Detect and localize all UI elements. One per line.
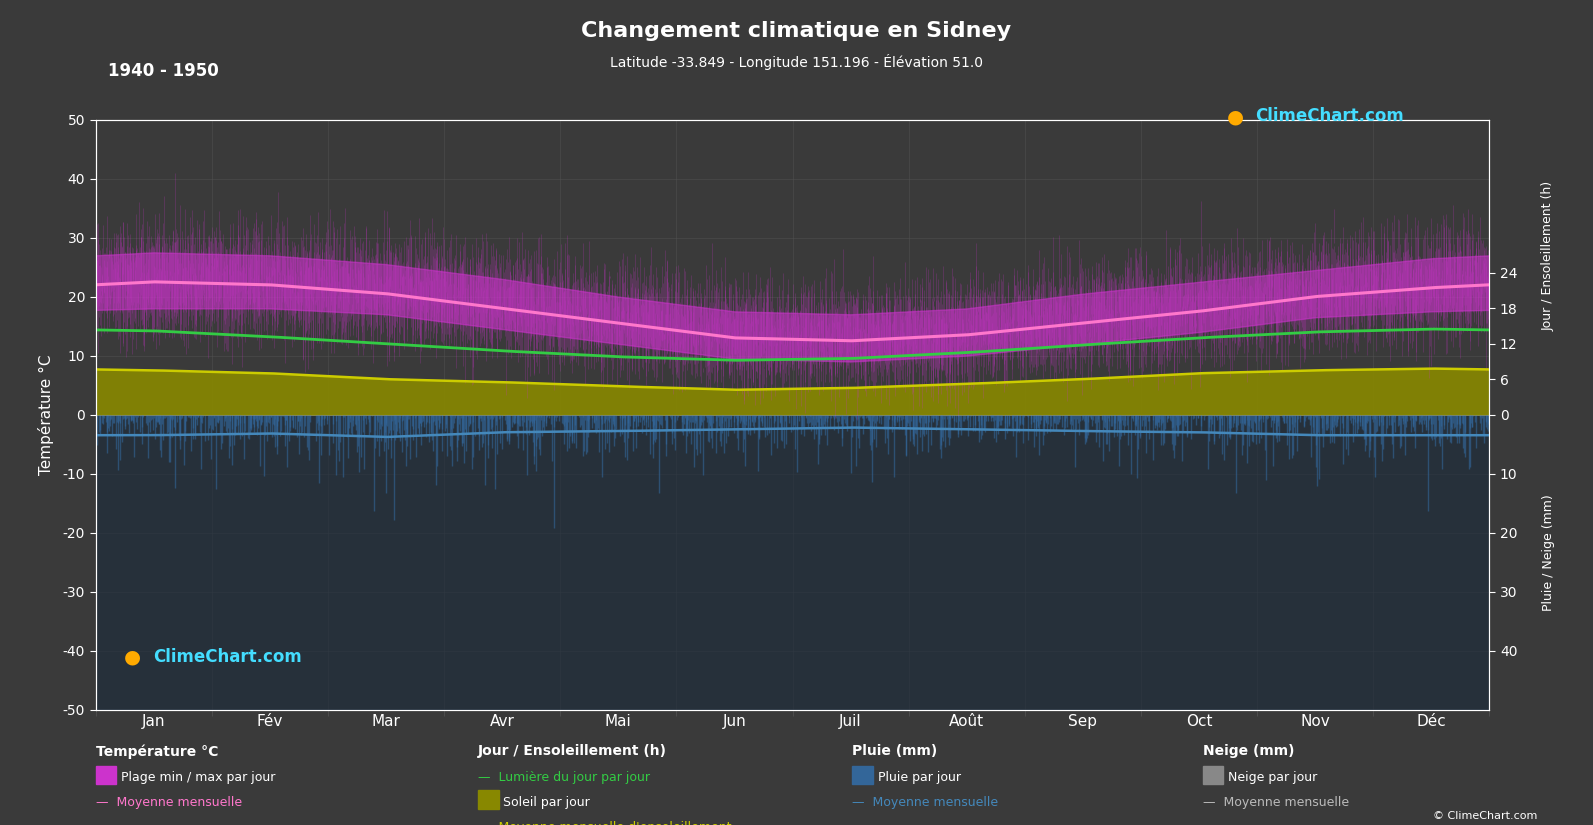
Text: Changement climatique en Sidney: Changement climatique en Sidney <box>581 21 1012 40</box>
Text: 1940 - 1950: 1940 - 1950 <box>108 62 220 80</box>
Text: ●: ● <box>124 648 148 667</box>
Text: Plage min / max par jour: Plage min / max par jour <box>121 771 276 785</box>
Text: —  Moyenne mensuelle: — Moyenne mensuelle <box>852 796 999 809</box>
Text: —  Moyenne mensuelle: — Moyenne mensuelle <box>1203 796 1349 809</box>
Text: Jour / Ensoleillement (h): Jour / Ensoleillement (h) <box>1542 181 1555 331</box>
Text: Pluie / Neige (mm): Pluie / Neige (mm) <box>1542 494 1555 611</box>
Text: Soleil par jour: Soleil par jour <box>503 796 589 809</box>
Text: —  Moyenne mensuelle: — Moyenne mensuelle <box>96 796 242 809</box>
Text: ClimeChart.com: ClimeChart.com <box>153 648 301 666</box>
Y-axis label: Température °C: Température °C <box>38 354 54 475</box>
Text: Neige par jour: Neige par jour <box>1228 771 1317 785</box>
Text: Température °C: Température °C <box>96 744 218 759</box>
Text: Pluie (mm): Pluie (mm) <box>852 744 938 758</box>
Text: Latitude -33.849 - Longitude 151.196 - Élévation 51.0: Latitude -33.849 - Longitude 151.196 - É… <box>610 54 983 69</box>
Text: Neige (mm): Neige (mm) <box>1203 744 1294 758</box>
Text: ClimeChart.com: ClimeChart.com <box>1255 107 1403 125</box>
Text: Pluie par jour: Pluie par jour <box>878 771 961 785</box>
Text: ●: ● <box>1227 107 1251 126</box>
Text: © ClimeChart.com: © ClimeChart.com <box>1432 811 1537 821</box>
Text: —  Lumière du jour par jour: — Lumière du jour par jour <box>478 771 650 785</box>
Text: —  Moyenne mensuelle d'ensoleillement: — Moyenne mensuelle d'ensoleillement <box>478 821 731 825</box>
Text: Jour / Ensoleillement (h): Jour / Ensoleillement (h) <box>478 744 667 758</box>
